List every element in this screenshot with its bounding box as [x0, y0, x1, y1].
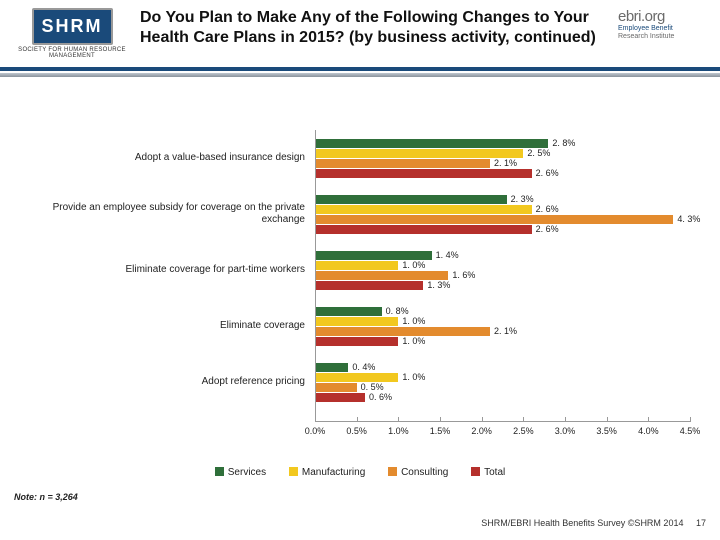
- bar-value-label: 2. 8%: [552, 138, 575, 148]
- bar-value-label: 2. 6%: [536, 168, 559, 178]
- shrm-logo-sub: SOCIETY FOR HUMAN RESOURCE MANAGEMENT: [12, 47, 132, 59]
- bar: [315, 317, 398, 326]
- swatch-total: [471, 467, 480, 476]
- bar: [315, 337, 398, 346]
- bar-value-label: 2. 1%: [494, 158, 517, 168]
- bar: [315, 215, 673, 224]
- header-rule-thick: [0, 67, 720, 71]
- bar-value-label: 2. 5%: [527, 148, 550, 158]
- shrm-logo-text: SHRM: [32, 8, 113, 45]
- legend-label: Consulting: [401, 467, 448, 478]
- x-axis: 0.0%0.5%1.0%1.5%2.0%2.5%3.0%3.5%4.0%4.5%: [315, 422, 690, 450]
- header: SHRM SOCIETY FOR HUMAN RESOURCE MANAGEME…: [0, 0, 720, 59]
- bar: [315, 159, 490, 168]
- bar-value-label: 2. 1%: [494, 326, 517, 336]
- page-number: 17: [696, 518, 706, 528]
- x-tick-label: 4.5%: [680, 426, 701, 436]
- x-tick-label: 4.0%: [638, 426, 659, 436]
- legend-item-consulting: Consulting: [388, 467, 448, 478]
- x-tick-label: 3.0%: [555, 426, 576, 436]
- bar: [315, 225, 532, 234]
- bar-value-label: 1. 0%: [402, 336, 425, 346]
- legend-item-total: Total: [471, 467, 505, 478]
- shrm-logo: SHRM SOCIETY FOR HUMAN RESOURCE MANAGEME…: [12, 8, 132, 59]
- x-tick-mark: [565, 417, 566, 422]
- bar-value-label: 0. 4%: [352, 362, 375, 372]
- legend-label: Services: [228, 467, 266, 478]
- bar-value-label: 1. 3%: [427, 280, 450, 290]
- bar-value-label: 1. 4%: [436, 250, 459, 260]
- x-tick-label: 1.0%: [388, 426, 409, 436]
- x-tick-mark: [398, 417, 399, 422]
- bar: [315, 271, 448, 280]
- x-tick-mark: [648, 417, 649, 422]
- x-tick-mark: [440, 417, 441, 422]
- ebri-logo-sub1: Employee Benefit: [618, 25, 708, 33]
- x-tick-label: 2.0%: [471, 426, 492, 436]
- x-tick-label: 0.5%: [346, 426, 367, 436]
- bar: [315, 373, 398, 382]
- x-tick-label: 1.5%: [430, 426, 451, 436]
- bar: [315, 393, 365, 402]
- bar-value-label: 2. 3%: [511, 194, 534, 204]
- category-label: Adopt reference pricing: [30, 376, 305, 388]
- swatch-manufacturing: [289, 467, 298, 476]
- category-label: Adopt a value-based insurance design: [30, 152, 305, 164]
- note-text: Note: n = 3,264: [14, 492, 78, 502]
- bar-value-label: 0. 8%: [386, 306, 409, 316]
- bar-value-label: 2. 6%: [536, 204, 559, 214]
- legend-label: Total: [484, 467, 505, 478]
- plot-area: 2. 8%2. 5%2. 1%2. 6%2. 3%2. 6%4. 3%2. 6%…: [315, 130, 690, 410]
- x-tick-label: 0.0%: [305, 426, 326, 436]
- bar: [315, 307, 382, 316]
- x-tick-mark: [690, 417, 691, 422]
- bar: [315, 205, 532, 214]
- bar: [315, 261, 398, 270]
- footer: SHRM/EBRI Health Benefits Survey ©SHRM 2…: [481, 518, 706, 528]
- legend: Services Manufacturing Consulting Total: [0, 467, 720, 478]
- chart: Adopt a value-based insurance design Prov…: [30, 130, 690, 450]
- category-label: Provide an employee subsidy for coverage…: [30, 202, 305, 226]
- bar: [315, 383, 357, 392]
- bar-value-label: 1. 0%: [402, 260, 425, 270]
- bar-value-label: 1. 0%: [402, 372, 425, 382]
- bar-value-label: 0. 6%: [369, 392, 392, 402]
- bar-value-label: 4. 3%: [677, 214, 700, 224]
- ebri-logo: ebri.org Employee Benefit Research Insti…: [618, 8, 708, 40]
- bar: [315, 139, 548, 148]
- x-tick-mark: [315, 417, 316, 422]
- title-block: Do You Plan to Make Any of the Following…: [132, 8, 618, 48]
- bar-value-label: 1. 6%: [452, 270, 475, 280]
- category-label: Eliminate coverage: [30, 320, 305, 332]
- x-tick-label: 2.5%: [513, 426, 534, 436]
- legend-item-services: Services: [215, 467, 266, 478]
- bar: [315, 281, 423, 290]
- swatch-consulting: [388, 467, 397, 476]
- bar: [315, 363, 348, 372]
- footer-source: SHRM/EBRI Health Benefits Survey ©SHRM 2…: [481, 518, 683, 528]
- bar-value-label: 2. 6%: [536, 224, 559, 234]
- category-label: Eliminate coverage for part-time workers: [30, 264, 305, 276]
- bar: [315, 251, 432, 260]
- legend-item-manufacturing: Manufacturing: [289, 467, 365, 478]
- bar-value-label: 1. 0%: [402, 316, 425, 326]
- header-rule-thin: [0, 73, 720, 77]
- x-tick-label: 3.5%: [596, 426, 617, 436]
- ebri-logo-text: ebri.org: [618, 8, 708, 25]
- y-axis-line: [315, 130, 316, 422]
- x-tick-mark: [482, 417, 483, 422]
- page-title: Do You Plan to Make Any of the Following…: [140, 8, 610, 48]
- bar: [315, 195, 507, 204]
- ebri-logo-sub2: Research Institute: [618, 33, 708, 40]
- y-axis-labels: Adopt a value-based insurance design Prov…: [30, 130, 310, 410]
- bar: [315, 327, 490, 336]
- bar-value-label: 0. 5%: [361, 382, 384, 392]
- swatch-services: [215, 467, 224, 476]
- legend-label: Manufacturing: [302, 467, 365, 478]
- x-tick-mark: [607, 417, 608, 422]
- bar: [315, 149, 523, 158]
- x-tick-mark: [523, 417, 524, 422]
- bar: [315, 169, 532, 178]
- x-tick-mark: [357, 417, 358, 422]
